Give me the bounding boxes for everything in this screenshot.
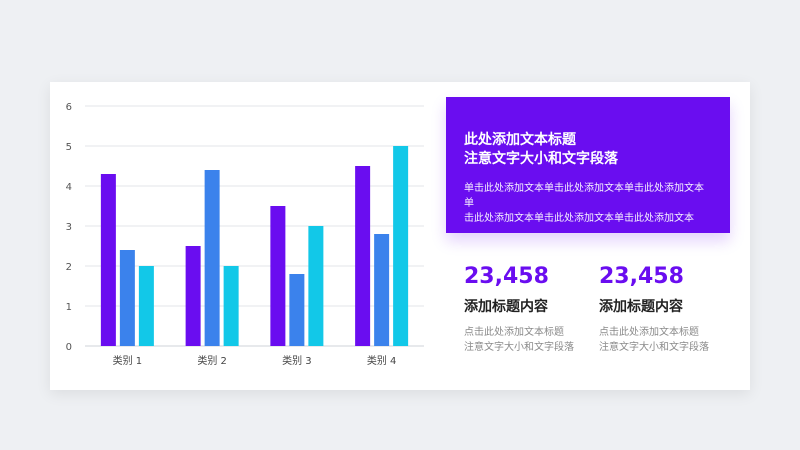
banner-body-line-1: 单击此处添加文本单击此处添加文本单击此处添加文本单 bbox=[464, 183, 704, 209]
x-tick-label: 类别 2 bbox=[197, 354, 227, 367]
banner-title-line-1: 此处添加文本标题 bbox=[464, 132, 576, 148]
bar bbox=[393, 146, 409, 346]
banner-title: 此处添加文本标题 注意文字大小和文字段落 bbox=[464, 131, 712, 169]
bar bbox=[223, 266, 239, 346]
y-tick-label: 1 bbox=[66, 302, 72, 313]
stat-block-1: 23,458 添加标题内容 点击此处添加文本标题 注意文字大小和文字段落 bbox=[464, 264, 614, 355]
stat-description: 点击此处添加文本标题 注意文字大小和文字段落 bbox=[599, 325, 749, 355]
bar bbox=[138, 266, 154, 346]
y-tick-label: 3 bbox=[66, 222, 72, 233]
stat-label: 添加标题内容 bbox=[599, 299, 683, 315]
stat-value: 23,458 bbox=[599, 264, 684, 289]
bar bbox=[100, 174, 116, 346]
bar bbox=[119, 250, 135, 346]
banner-title-line-2: 注意文字大小和文字段落 bbox=[464, 151, 618, 167]
y-tick-label: 0 bbox=[66, 342, 72, 353]
stat-description-line-1: 点击此处添加文本标题 bbox=[599, 327, 699, 338]
y-tick-label: 4 bbox=[66, 182, 72, 193]
y-tick-label: 5 bbox=[66, 142, 72, 153]
bar-chart: 0 1 2 3 4 5 6 类别 1 类别 2 类别 3 类别 4 bbox=[66, 102, 424, 367]
bar bbox=[289, 274, 305, 346]
banner-body: 单击此处添加文本单击此处添加文本单击此处添加文本单 击此处添加文本单击此处添加文… bbox=[464, 181, 712, 226]
stat-label: 添加标题内容 bbox=[464, 299, 548, 315]
bar bbox=[204, 170, 220, 346]
stat-description: 点击此处添加文本标题 注意文字大小和文字段落 bbox=[464, 325, 614, 355]
y-tick-label: 6 bbox=[66, 102, 72, 113]
stat-description-line-2: 注意文字大小和文字段落 bbox=[599, 342, 709, 353]
bar bbox=[185, 246, 201, 346]
bar bbox=[270, 206, 286, 346]
bar bbox=[308, 226, 324, 346]
bar bbox=[374, 234, 390, 346]
title-banner: 此处添加文本标题 注意文字大小和文字段落 单击此处添加文本单击此处添加文本单击此… bbox=[446, 97, 730, 233]
x-tick-label: 类别 1 bbox=[113, 354, 143, 367]
stat-block-2: 23,458 添加标题内容 点击此处添加文本标题 注意文字大小和文字段落 bbox=[599, 264, 749, 355]
stat-value: 23,458 bbox=[464, 264, 549, 289]
x-tick-label: 类别 4 bbox=[367, 354, 397, 367]
stat-description-line-1: 点击此处添加文本标题 bbox=[464, 327, 564, 338]
stat-description-line-2: 注意文字大小和文字段落 bbox=[464, 342, 574, 353]
bar bbox=[355, 166, 371, 346]
banner-body-line-2: 击此处添加文本单击此处添加文本单击此处添加文本 bbox=[464, 213, 694, 224]
y-tick-label: 2 bbox=[66, 262, 72, 273]
x-tick-label: 类别 3 bbox=[282, 354, 312, 367]
